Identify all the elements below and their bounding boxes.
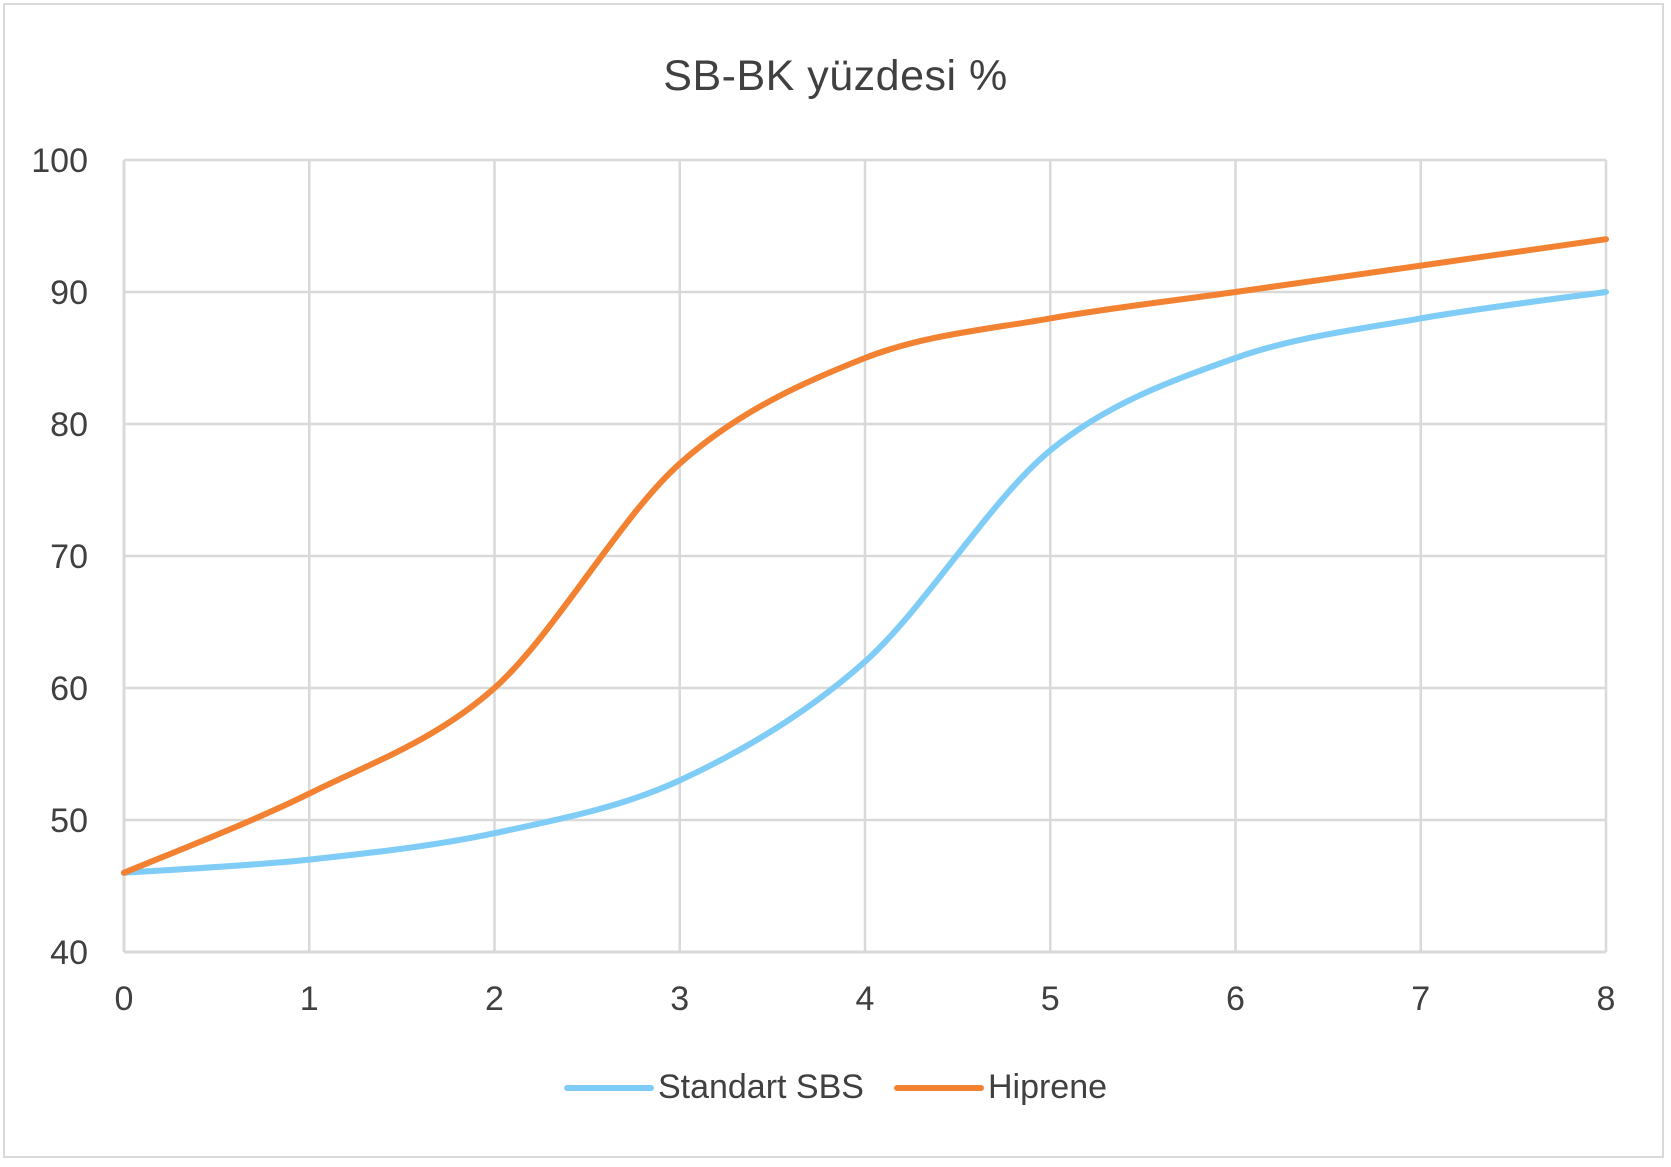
y-tick-labels: 40 50 60 70 80 90 100 [31,142,88,972]
x-tick-labels: 0 1 2 3 4 5 6 7 8 [115,980,1616,1018]
x-tick-label-4: 4 [856,980,875,1018]
grid-lines [122,158,1608,954]
series-line-hiprene [121,236,1609,876]
x-tick-label-8: 8 [1597,980,1616,1018]
legend-swatch-standart-sbs [563,1084,654,1091]
series-lines [121,236,1609,876]
legend: Standart SBS Hiprene [0,1068,1671,1107]
y-tick-label-70: 70 [50,538,88,576]
y-tick-label-50: 50 [50,802,88,840]
y-tick-label-60: 60 [50,670,88,708]
series-line-standart-sbs [121,289,1609,876]
x-tick-label-2: 2 [485,980,504,1018]
legend-label-standart-sbs: Standart SBS [657,1068,864,1106]
chart-frame [3,3,1664,1158]
y-tick-label-100: 100 [31,142,88,180]
legend-item-hiprene: Hiprene [893,1068,1108,1107]
y-tick-label-90: 90 [50,274,88,312]
x-tick-label-1: 1 [300,980,319,1018]
x-tick-label-3: 3 [670,980,689,1018]
x-tick-label-0: 0 [115,980,134,1018]
x-tick-label-6: 6 [1226,980,1245,1018]
y-tick-label-80: 80 [50,406,88,444]
x-tick-label-5: 5 [1041,980,1060,1018]
x-tick-label-7: 7 [1411,980,1430,1018]
axes [122,160,1606,954]
legend-label-hiprene: Hiprene [987,1068,1108,1106]
y-tick-label-40: 40 [50,934,88,972]
legend-item-standart-sbs: Standart SBS [563,1068,864,1107]
chart-title: SB-BK yüzdesi % [663,52,1008,100]
legend-swatch-hiprene [893,1084,984,1091]
